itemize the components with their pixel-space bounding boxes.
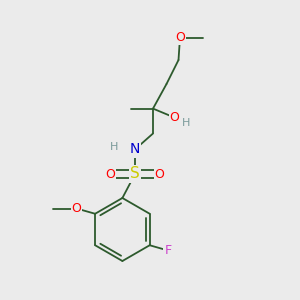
Text: O: O (72, 202, 81, 215)
Text: H: H (182, 118, 190, 128)
Text: O: O (155, 167, 164, 181)
Text: F: F (164, 244, 172, 257)
Text: S: S (130, 167, 140, 182)
Text: N: N (130, 142, 140, 156)
Text: O: O (106, 167, 115, 181)
Text: H: H (110, 142, 118, 152)
Text: O: O (170, 111, 179, 124)
Text: O: O (175, 31, 185, 44)
